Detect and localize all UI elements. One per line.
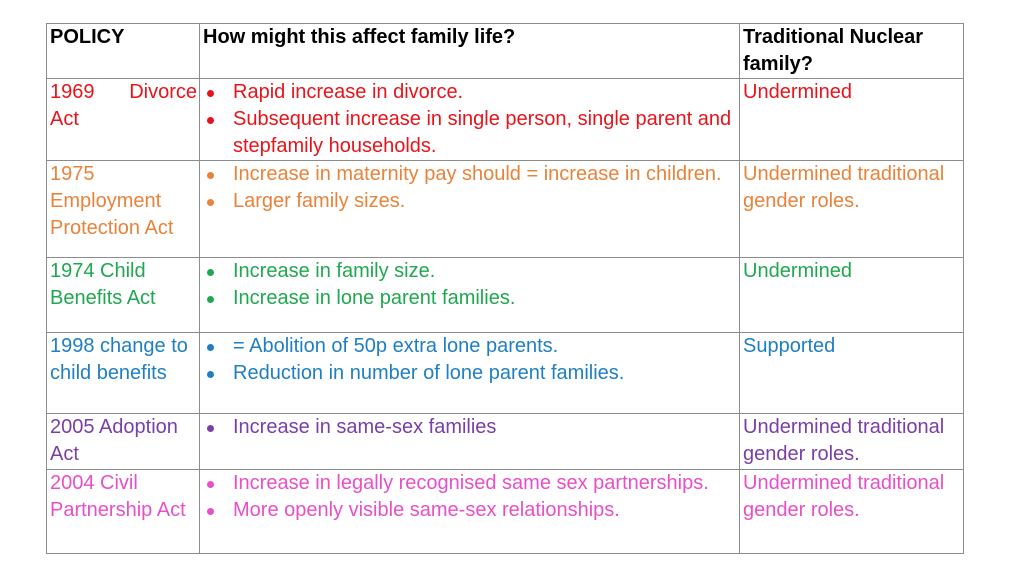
bullet-icon	[207, 481, 214, 488]
header-nuclear: Traditional Nuclear family?	[739, 23, 964, 79]
list-item: Subsequent increase in single person, si…	[203, 106, 737, 160]
table-row: 1975 Employment Protection Act Increase …	[46, 160, 964, 258]
bullet-icon	[207, 425, 214, 432]
effect-cell: Increase in same-sex families	[199, 413, 740, 470]
bullet-icon	[207, 117, 214, 124]
policy-cell: 1974 Child Benefits Act	[46, 257, 200, 333]
list-item: Reduction in number of lone parent famil…	[203, 360, 737, 387]
table-row: 1998 change to child benefits = Abolitio…	[46, 332, 964, 414]
policy-cell: 1969 Divorce Act	[46, 78, 200, 161]
bullet-icon	[207, 508, 214, 515]
header-policy: POLICY	[46, 23, 200, 79]
bullet-icon	[207, 269, 214, 276]
effect-text: More openly visible same-sex relationshi…	[233, 499, 620, 521]
effect-cell: Rapid increase in divorce. Subsequent in…	[199, 78, 740, 161]
policy-cell: 1998 change to child benefits	[46, 332, 200, 414]
effect-text: Subsequent increase in single person, si…	[233, 108, 732, 157]
bullet-icon	[207, 172, 214, 179]
effect-cell: Increase in family size. Increase in lon…	[199, 257, 740, 333]
nuclear-cell: Supported	[739, 332, 964, 414]
header-effect: How might this affect family life?	[199, 23, 740, 79]
header-row: POLICY How might this affect family life…	[46, 23, 964, 79]
table-row: 1974 Child Benefits Act Increase in fami…	[46, 257, 964, 333]
list-item: Rapid increase in divorce.	[203, 80, 737, 107]
policy-cell: 1975 Employment Protection Act	[46, 160, 200, 258]
policy-word: Divorce	[129, 81, 197, 103]
effect-text: = Abolition of 50p extra lone parents.	[233, 335, 559, 357]
bullet-icon	[207, 344, 214, 351]
nuclear-cell: Undermined traditional gender roles.	[739, 160, 964, 258]
effect-text: Increase in maternity pay should = incre…	[233, 163, 722, 185]
effect-text: Increase in family size.	[233, 260, 436, 282]
policy-word: Act	[50, 108, 79, 130]
list-item: Increase in maternity pay should = incre…	[203, 162, 737, 189]
list-item: More openly visible same-sex relationshi…	[203, 497, 737, 524]
nuclear-cell: Undermined traditional gender roles.	[739, 413, 964, 470]
nuclear-cell: Undermined	[739, 78, 964, 161]
effect-text: Larger family sizes.	[233, 190, 406, 212]
bullet-icon	[207, 199, 214, 206]
list-item: Increase in lone parent families.	[203, 285, 737, 312]
list-item: = Abolition of 50p extra lone parents.	[203, 334, 737, 361]
nuclear-cell: Undermined	[739, 257, 964, 333]
effect-text: Increase in legally recognised same sex …	[233, 472, 709, 494]
list-item: Increase in legally recognised same sex …	[203, 471, 737, 498]
list-item: Larger family sizes.	[203, 188, 737, 215]
bullet-icon	[207, 371, 214, 378]
policy-table: POLICY How might this affect family life…	[46, 23, 964, 554]
effect-cell: Increase in maternity pay should = incre…	[199, 160, 740, 258]
table-row: 1969 Divorce Act Rapid increase in divor…	[46, 78, 964, 161]
effect-text: Increase in same-sex families	[233, 416, 497, 438]
effect-cell: Increase in legally recognised same sex …	[199, 469, 740, 554]
effect-text: Reduction in number of lone parent famil…	[233, 362, 625, 384]
bullet-icon	[207, 90, 214, 97]
effect-cell: = Abolition of 50p extra lone parents. R…	[199, 332, 740, 414]
effect-text: Rapid increase in divorce.	[233, 81, 464, 103]
policy-year: 1969	[50, 81, 95, 103]
table-row: 2005 Adoption Act Increase in same-sex f…	[46, 413, 964, 470]
nuclear-cell: Undermined traditional gender roles.	[739, 469, 964, 554]
policy-cell: 2004 Civil Partnership Act	[46, 469, 200, 554]
list-item: Increase in family size.	[203, 259, 737, 286]
bullet-icon	[207, 296, 214, 303]
list-item: Increase in same-sex families	[203, 415, 737, 442]
effect-text: Increase in lone parent families.	[233, 287, 516, 309]
policy-cell: 2005 Adoption Act	[46, 413, 200, 470]
table-row: 2004 Civil Partnership Act Increase in l…	[46, 469, 964, 554]
